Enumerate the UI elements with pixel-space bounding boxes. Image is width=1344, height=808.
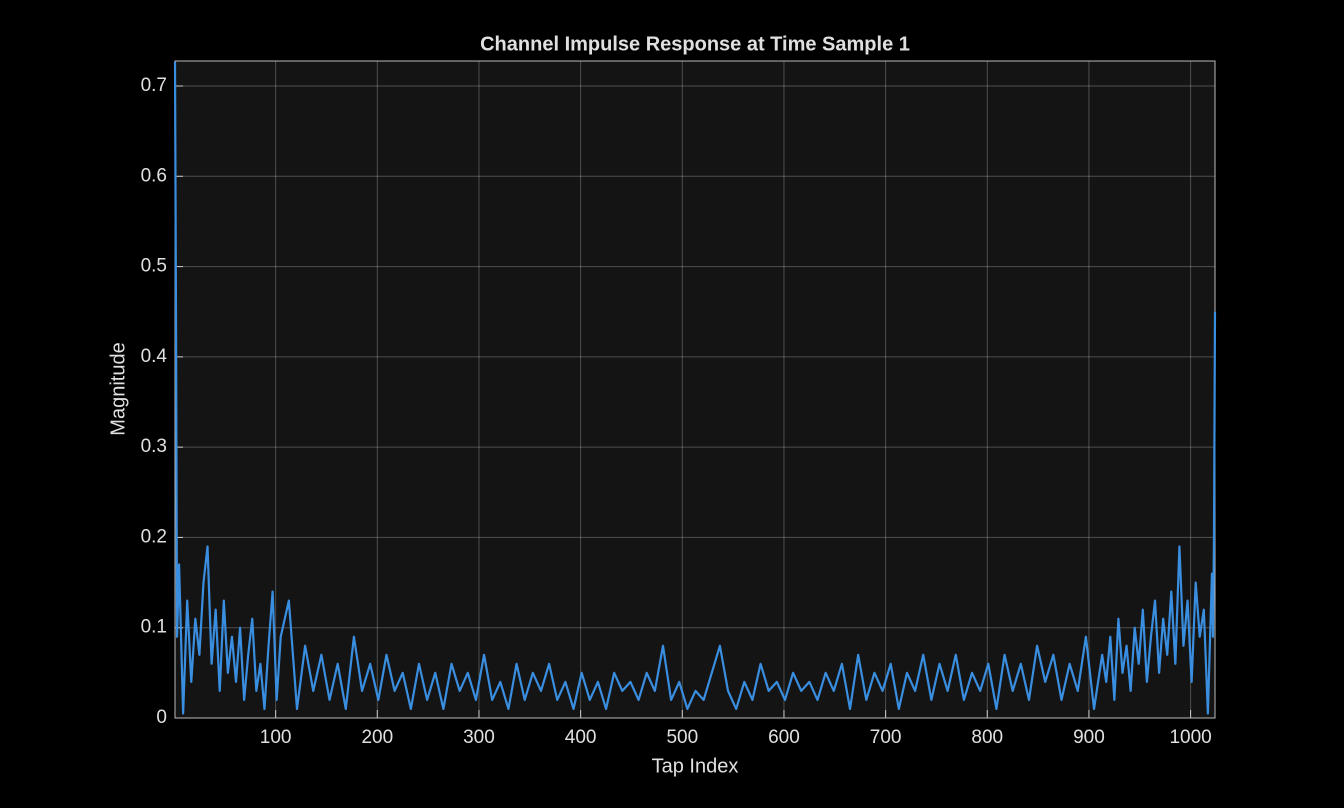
x-tick-label: 600 (768, 727, 800, 748)
y-axis-label: Magnitude (107, 342, 129, 435)
x-tick-label: 400 (565, 727, 597, 748)
y-tick-label: 0.6 (141, 165, 167, 186)
x-tick-label: 800 (971, 727, 1003, 748)
y-tick-label: 0.3 (141, 436, 167, 457)
x-axis-label: Tap Index (652, 755, 739, 777)
y-tick-label: 0.2 (141, 526, 167, 547)
y-tick-label: 0.4 (141, 346, 168, 367)
chart-title: Channel Impulse Response at Time Sample … (480, 33, 910, 55)
y-tick-label: 0.5 (141, 256, 167, 277)
x-tick-label: 900 (1073, 727, 1105, 748)
y-tick-label: 0.1 (141, 617, 167, 638)
y-tick-label: 0.7 (141, 75, 167, 96)
plot-area (175, 61, 1215, 718)
x-tick-label: 300 (463, 727, 495, 748)
x-tick-label: 700 (870, 727, 902, 748)
data-line (173, 61, 1217, 715)
x-tick-label: 500 (666, 727, 698, 748)
x-tick-label: 200 (361, 727, 393, 748)
y-tick-label: 0 (156, 707, 167, 728)
x-tick-label: 1000 (1169, 727, 1211, 748)
x-tick-label: 100 (260, 727, 292, 748)
